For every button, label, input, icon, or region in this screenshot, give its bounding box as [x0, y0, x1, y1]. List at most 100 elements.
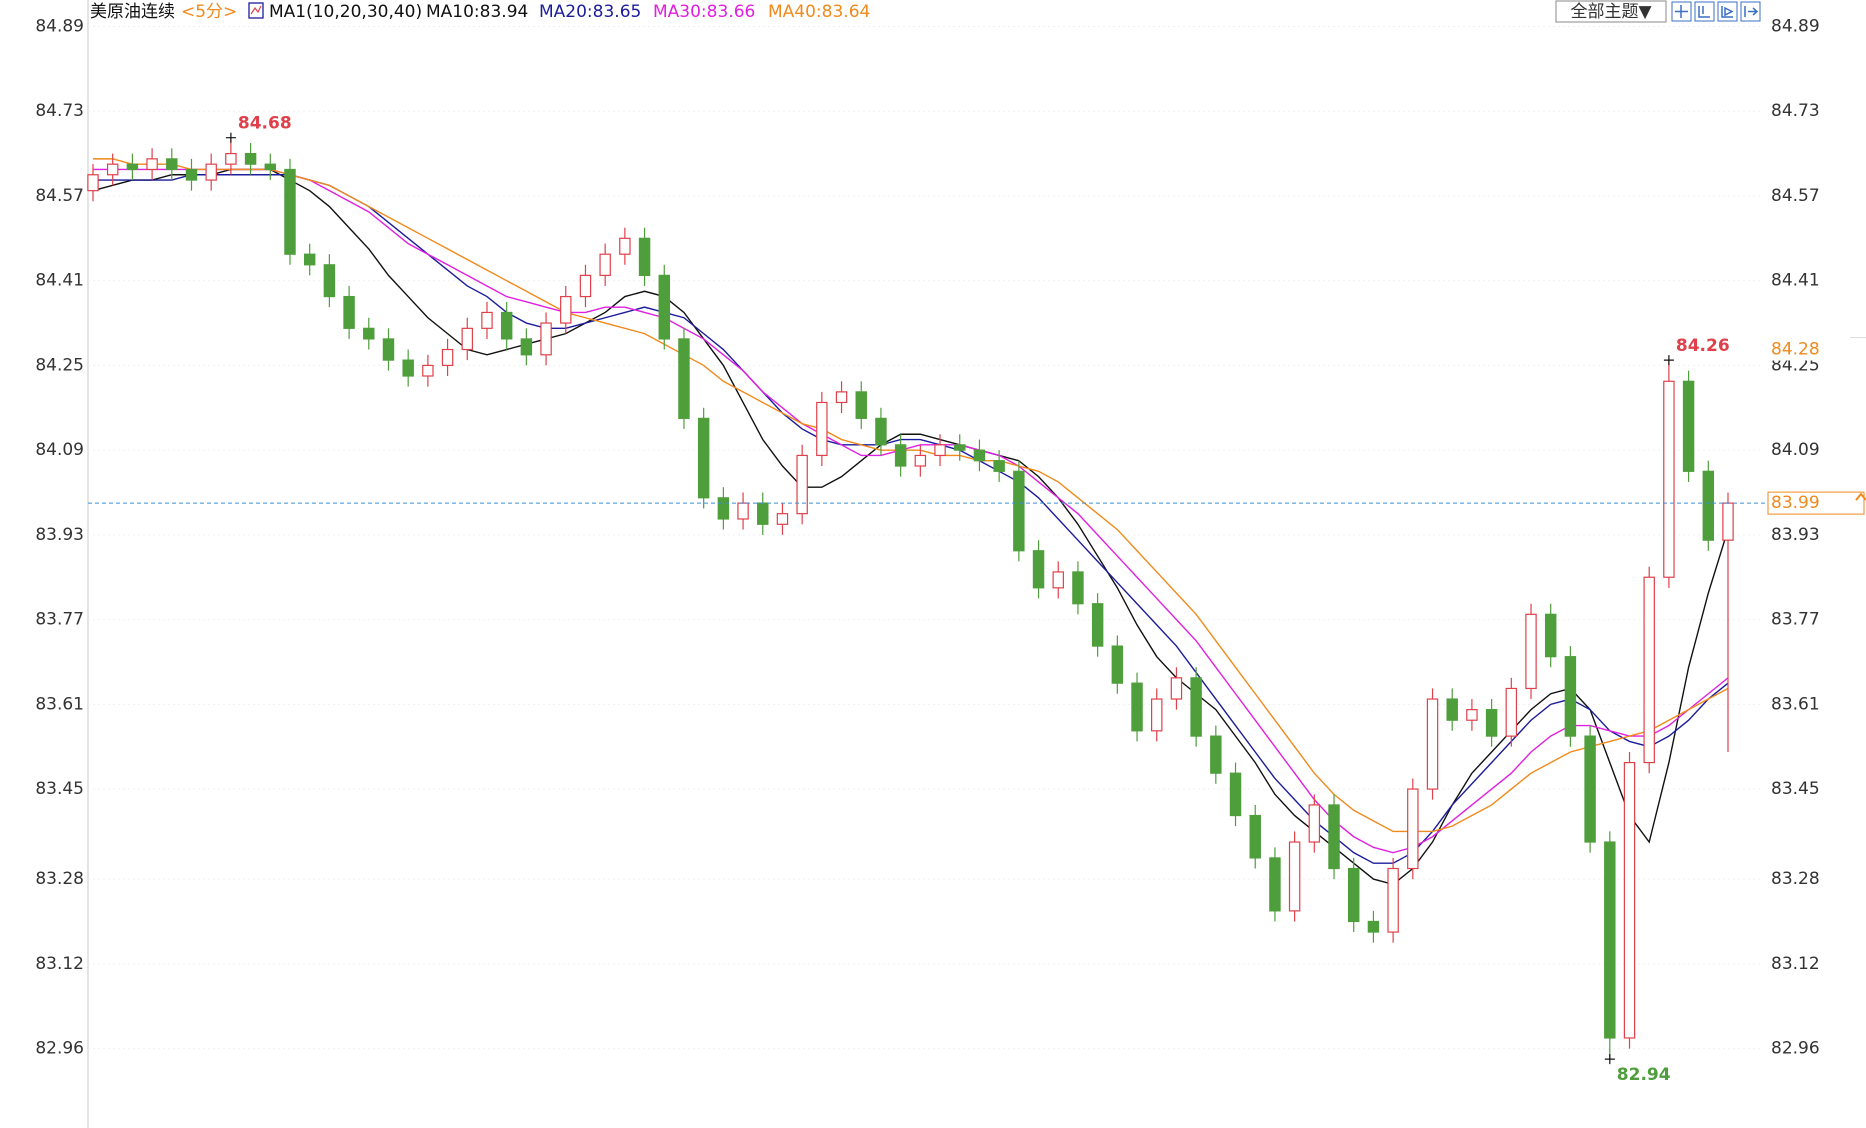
y-tick-label-left: 83.77	[35, 610, 84, 630]
candle-body	[1328, 804, 1340, 870]
y-tick-label-right: 83.28	[1771, 869, 1820, 889]
legend-entry: MA20:83.65	[539, 2, 641, 22]
candle-body	[1308, 804, 1321, 843]
candle-body	[1623, 761, 1636, 1039]
indicator-icon[interactable]	[248, 2, 264, 19]
y-tick-label-left: 84.25	[35, 355, 84, 375]
ma-lines	[92, 158, 1729, 886]
ma-line	[93, 158, 1729, 833]
candle-body	[697, 417, 710, 499]
ref-price-mask	[1768, 338, 1864, 361]
tool-icon	[1698, 6, 1710, 18]
y-tick-label-right: 83.45	[1771, 779, 1820, 799]
candle-body	[1663, 380, 1675, 578]
last-price-label: 83.99	[1771, 493, 1820, 513]
y-tick-label-left: 84.57	[35, 186, 84, 206]
candle-body	[737, 502, 749, 520]
candle-body	[1210, 735, 1222, 774]
toolbar	[1671, 1, 1761, 22]
tool-icon	[1721, 6, 1734, 18]
candle-body	[1426, 698, 1439, 790]
candle-body	[1269, 857, 1281, 912]
legend-entry: MA30:83.66	[653, 2, 755, 22]
candle-body	[166, 158, 178, 171]
candle-body	[205, 163, 217, 181]
candle-body	[973, 449, 986, 462]
y-tick-label-right: 84.41	[1771, 271, 1820, 291]
candle-body	[87, 174, 99, 192]
candle-body	[855, 391, 867, 419]
candle-body	[954, 444, 966, 451]
tool-button[interactable]	[1694, 1, 1715, 22]
candle-body	[894, 444, 907, 467]
y-tick-label-left: 83.93	[35, 525, 84, 545]
ma-line	[92, 168, 1729, 886]
candle-body	[1052, 571, 1064, 589]
instrument-title: 美原油连续	[90, 2, 175, 22]
candle-body	[126, 163, 139, 171]
extreme-label: 82.94	[1617, 1065, 1671, 1085]
labels: 84.89 84.89 84.73 84.73 84.57 84.57 84.41 84.41…	[35, 16, 1866, 1085]
candle-body	[816, 401, 828, 457]
candle-body	[441, 348, 454, 367]
candle-body	[875, 417, 887, 446]
y-tick-label-left: 83.45	[35, 779, 84, 799]
extreme-marker	[225, 132, 236, 143]
tool-button[interactable]	[1717, 1, 1738, 22]
y-tick-label-left: 83.12	[35, 954, 84, 974]
y-tick-label-left: 84.09	[35, 440, 84, 460]
last-price-arrow	[1855, 492, 1866, 501]
candle-body	[993, 460, 1005, 472]
y-tick-label-left: 84.41	[35, 271, 84, 291]
candle-body	[914, 454, 927, 467]
candle-body	[1564, 656, 1577, 737]
candle-body	[1013, 470, 1025, 552]
y-tick-label-right: 83.93	[1771, 525, 1820, 545]
candle-body	[796, 454, 808, 515]
candle-body	[1131, 682, 1143, 732]
candle-body	[225, 152, 237, 165]
extreme-label: 84.26	[1676, 336, 1730, 356]
candle-body	[1348, 867, 1360, 923]
y-tick-label-right: 83.77	[1771, 610, 1820, 630]
candle-body	[678, 338, 690, 419]
candle-body	[1505, 687, 1518, 737]
candle-body	[500, 311, 513, 340]
candle-body	[106, 163, 119, 176]
header: 美原油连续 <5分> MA1(10,20,30,40) MA10:83.94 M…	[90, 0, 1761, 23]
candle-body	[284, 168, 296, 255]
ma-line	[93, 168, 1729, 854]
candle-body	[185, 168, 198, 181]
y-tick-label-right: 84.73	[1771, 101, 1820, 121]
candle-body	[1111, 645, 1124, 684]
indicator-icon-line	[250, 5, 262, 15]
period[interactable]: <5分>	[181, 2, 237, 22]
candle-body	[1446, 698, 1458, 721]
candle-body	[481, 311, 493, 329]
tool-icon	[1675, 5, 1688, 18]
candle-body	[1485, 709, 1498, 737]
last-price-box	[1767, 491, 1865, 515]
candle-body	[1387, 867, 1399, 933]
legend-entry: MA10:83.94	[426, 2, 528, 22]
candle-body	[1702, 470, 1715, 541]
indicator-name[interactable]: MA1(10,20,30,40)	[269, 2, 422, 22]
theme-button-label[interactable]: 全部主题▼	[1570, 2, 1652, 22]
candle-body	[619, 237, 631, 255]
candle-body	[363, 327, 375, 340]
y-tick-label-left: 82.96	[35, 1039, 84, 1059]
candle-body	[1367, 920, 1380, 933]
candle-body	[1466, 709, 1478, 721]
candles	[87, 137, 1734, 1060]
candle-body	[303, 253, 316, 266]
candle-body	[1249, 814, 1261, 859]
candle-body	[1682, 380, 1695, 472]
candle-body	[244, 152, 257, 165]
theme-button[interactable]	[1555, 0, 1667, 23]
y-tick-label-right: 84.57	[1771, 186, 1820, 206]
candle-body	[402, 359, 414, 377]
candle-body	[579, 274, 592, 298]
